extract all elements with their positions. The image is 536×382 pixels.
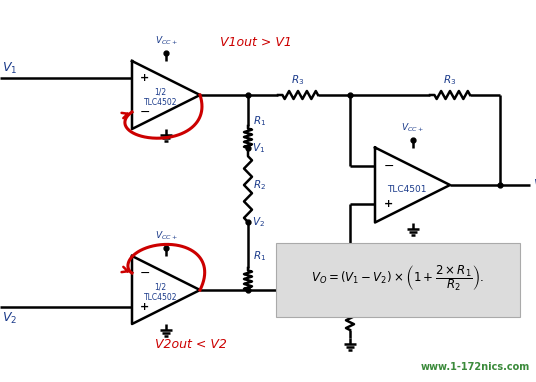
Text: 1/2
TLC4502: 1/2 TLC4502 <box>144 87 177 107</box>
Text: $V_2$: $V_2$ <box>252 215 265 229</box>
Text: −: − <box>140 105 151 118</box>
Text: www.1-172nics.com: www.1-172nics.com <box>421 362 530 372</box>
Text: $R_1$: $R_1$ <box>253 115 266 128</box>
Text: $R_2$: $R_2$ <box>253 178 266 192</box>
Text: $V_O = (V_1 - V_2) \times \left(1 + \dfrac{2 \times R_1}{R_2}\right).$: $V_O = (V_1 - V_2) \times \left(1 + \dfr… <box>311 263 485 293</box>
Text: $V_1$: $V_1$ <box>2 61 17 76</box>
Text: $V_2$: $V_2$ <box>2 311 17 326</box>
Text: V2out < V2: V2out < V2 <box>155 338 227 351</box>
Text: $V_{CC+}$: $V_{CC+}$ <box>154 34 177 47</box>
Text: $V_{CC+}$: $V_{CC+}$ <box>154 230 177 242</box>
Text: −: − <box>384 160 394 173</box>
Text: V1out > V1: V1out > V1 <box>220 36 292 49</box>
Text: −: − <box>140 267 151 280</box>
Text: +: + <box>384 199 393 209</box>
Text: $R_3$: $R_3$ <box>355 306 368 319</box>
Text: $V_O$: $V_O$ <box>533 178 536 193</box>
Text: +: + <box>140 73 149 83</box>
Text: $R_3$: $R_3$ <box>292 298 304 312</box>
Text: TLC4501: TLC4501 <box>387 186 426 194</box>
Text: +: + <box>140 302 149 312</box>
Text: $R_1$: $R_1$ <box>253 249 266 263</box>
Text: $R_3$: $R_3$ <box>443 73 457 87</box>
Text: $V_1$: $V_1$ <box>252 141 265 155</box>
FancyBboxPatch shape <box>276 243 520 317</box>
Text: 1/2
TLC4502: 1/2 TLC4502 <box>144 282 177 302</box>
Text: $V_{CC+}$: $V_{CC+}$ <box>401 121 424 133</box>
Text: $R_3$: $R_3$ <box>292 73 304 87</box>
